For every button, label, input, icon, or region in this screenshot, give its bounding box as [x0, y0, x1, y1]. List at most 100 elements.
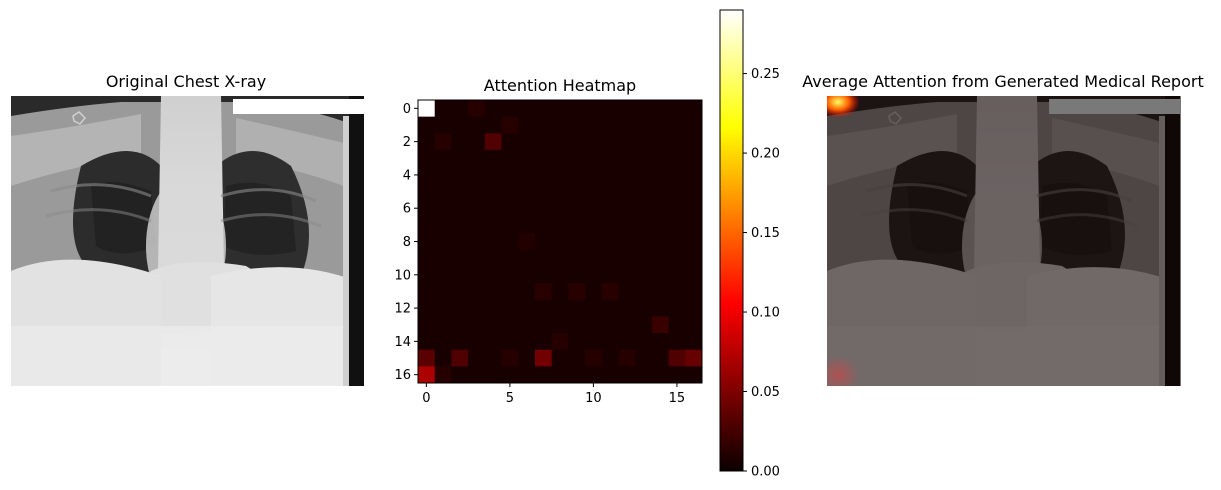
heatmap-cell	[618, 233, 636, 251]
heatmap-cell	[551, 199, 569, 217]
colorbar-tick-label: 0.05	[751, 385, 780, 400]
heatmap-cell	[484, 116, 502, 134]
heatmap-cell	[518, 249, 536, 267]
heatmap-cell	[534, 299, 553, 317]
heatmap-cell	[685, 266, 703, 284]
heatmap-cell	[635, 366, 653, 384]
heatmap-cell	[568, 166, 586, 184]
heatmap-cell	[618, 316, 636, 334]
heatmap-cell	[668, 299, 686, 317]
heatmap-cell	[651, 183, 669, 201]
heatmap-cell	[501, 249, 519, 267]
heatmap-cell	[585, 100, 603, 118]
heatmap-cell	[518, 199, 536, 217]
heatmap-cell	[568, 366, 586, 384]
heatmap-cell	[618, 216, 636, 234]
heatmap-cell	[451, 216, 469, 234]
heatmap-cell	[468, 283, 486, 301]
heatmap-cell	[451, 233, 469, 251]
heatmap-cell	[418, 216, 436, 234]
heatmap-cell	[601, 316, 619, 334]
heatmap-cell	[585, 149, 603, 167]
heatmap-cell	[434, 283, 452, 301]
heatmap-cell	[484, 166, 502, 184]
heatmap-cell	[551, 283, 569, 301]
heatmap-cell	[651, 116, 669, 134]
heatmap-cell	[618, 333, 636, 351]
heatmap-cell	[585, 183, 603, 201]
heatmap-cell	[668, 183, 686, 201]
heatmap-cell	[484, 216, 502, 234]
heatmap-cell	[685, 333, 703, 351]
x-tick-label: 5	[506, 391, 514, 406]
heatmap-cell	[501, 199, 519, 217]
heatmap-cell	[618, 199, 636, 217]
heatmap-cell	[418, 266, 436, 284]
heatmap-cell	[651, 316, 669, 334]
heatmap-cell	[585, 299, 603, 317]
heatmap-cell	[534, 149, 553, 167]
heatmap-cell	[585, 316, 603, 334]
heatmap-cell	[585, 216, 603, 234]
heatmap-cell	[418, 249, 436, 267]
heatmap-cell	[568, 216, 586, 234]
heatmap-cell	[451, 100, 469, 118]
heatmap-cell	[551, 316, 569, 334]
heatmap-cell	[601, 183, 619, 201]
heatmap-cell	[585, 199, 603, 217]
heatmap-cell	[618, 166, 636, 184]
heatmap-cell	[668, 133, 686, 151]
heatmap-cell	[501, 283, 519, 301]
heatmap-cell	[551, 133, 569, 151]
heatmap-cell	[434, 299, 452, 317]
heatmap-cell	[551, 266, 569, 284]
heatmap-cell	[585, 333, 603, 351]
heatmap-cell	[418, 299, 436, 317]
heatmap-cell	[484, 366, 502, 384]
heatmap-cell	[534, 283, 553, 301]
heatmap-cell	[618, 299, 636, 317]
heatmap-cell	[568, 233, 586, 251]
heatmap-cell	[534, 100, 553, 118]
heatmap-cell	[685, 183, 703, 201]
heatmap-cell	[468, 149, 486, 167]
heatmap-cell	[601, 333, 619, 351]
heatmap-cell	[568, 100, 586, 118]
heatmap-cell	[434, 249, 452, 267]
heatmap-cell	[568, 183, 586, 201]
heatmap-cell	[534, 316, 553, 334]
heatmap-cell	[635, 299, 653, 317]
heatmap-cell	[534, 266, 553, 284]
heatmap-cell	[468, 100, 486, 118]
heatmap-cell	[651, 199, 669, 217]
heatmap-cell	[585, 249, 603, 267]
heatmap-cell	[635, 249, 653, 267]
heatmap-cell	[518, 266, 536, 284]
heatmap-cell	[635, 316, 653, 334]
heatmap-cell	[685, 316, 703, 334]
heatmap-cell	[501, 166, 519, 184]
heatmap-cell	[534, 116, 553, 134]
heatmap-cell	[468, 116, 486, 134]
colorbar-tick-label: 0.00	[751, 465, 780, 480]
heatmap-cell	[484, 333, 502, 351]
heatmap-cell	[484, 133, 502, 151]
colorbar-frame	[719, 9, 744, 472]
heatmap-cell	[451, 199, 469, 217]
heatmap-cell	[668, 249, 686, 267]
heatmap-cell	[451, 149, 469, 167]
heatmap-cell	[668, 283, 686, 301]
heatmap-cell	[518, 316, 536, 334]
heatmap-cell	[418, 333, 436, 351]
heatmap-cell	[468, 349, 486, 367]
heatmap-cell	[668, 266, 686, 284]
heatmap-cell	[534, 233, 553, 251]
heatmap-cell	[468, 183, 486, 201]
heatmap-cell	[585, 116, 603, 134]
heatmap-cell	[434, 366, 452, 384]
heatmap-cell	[635, 133, 653, 151]
heatmap-cell	[434, 349, 452, 367]
attention-heatmap	[418, 100, 703, 384]
heatmap-cell	[434, 333, 452, 351]
heatmap-cell	[451, 133, 469, 151]
